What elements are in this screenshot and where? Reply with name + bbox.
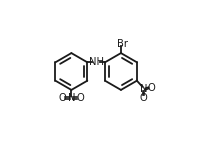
Text: O: O <box>140 93 147 103</box>
Text: NH: NH <box>89 57 104 67</box>
Text: O: O <box>147 83 155 93</box>
Text: N: N <box>68 93 75 103</box>
Text: O: O <box>58 93 66 103</box>
Text: N: N <box>140 84 147 94</box>
Text: Br: Br <box>117 39 127 49</box>
Text: O: O <box>77 93 84 103</box>
